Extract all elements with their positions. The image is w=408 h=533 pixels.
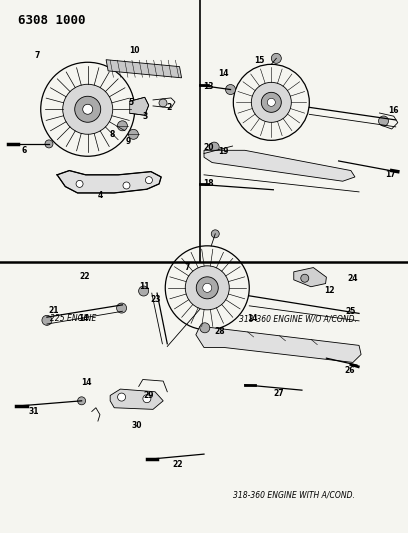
Text: 30: 30 [131,421,142,430]
Circle shape [226,85,235,94]
Text: 20: 20 [204,143,214,151]
Text: 14: 14 [247,314,257,323]
Text: 10: 10 [129,46,140,55]
Polygon shape [57,171,161,193]
Text: 318-360 ENGINE WITH A/COND.: 318-360 ENGINE WITH A/COND. [233,490,355,499]
Text: 21: 21 [49,306,59,314]
Circle shape [196,277,218,299]
Circle shape [185,266,229,310]
Text: 7: 7 [34,52,40,60]
Text: 11: 11 [140,282,150,291]
Circle shape [76,180,83,188]
Text: 18: 18 [204,180,214,188]
Text: 6308 1000: 6308 1000 [18,14,86,27]
Text: 29: 29 [144,391,154,400]
Circle shape [118,393,126,401]
Circle shape [267,98,275,107]
Circle shape [211,230,219,238]
Circle shape [75,96,101,122]
Text: 6: 6 [22,146,27,155]
Text: 23: 23 [151,295,161,304]
Circle shape [63,84,113,134]
Text: 8: 8 [109,130,115,139]
Text: 24: 24 [348,274,358,282]
Text: 2: 2 [167,103,172,112]
Circle shape [145,176,153,184]
Circle shape [129,130,138,139]
Text: 5: 5 [128,98,133,107]
Text: 7: 7 [185,263,191,272]
Text: 22: 22 [80,272,90,280]
Circle shape [261,92,282,112]
Circle shape [45,140,53,148]
Circle shape [200,323,210,333]
Polygon shape [106,60,182,78]
Circle shape [159,99,167,107]
Text: 14: 14 [218,69,229,78]
Circle shape [118,121,127,131]
Circle shape [143,394,151,403]
Circle shape [117,303,126,313]
Text: 25: 25 [345,308,355,316]
Text: 13: 13 [204,82,214,91]
Circle shape [203,284,212,292]
Text: 17: 17 [386,171,396,179]
Circle shape [301,274,309,282]
Circle shape [78,397,86,405]
Circle shape [83,104,93,114]
Circle shape [251,82,291,123]
Text: 225 ENGINE: 225 ENGINE [50,314,97,323]
Circle shape [209,142,219,152]
Text: 318-360 ENGINE W/O A/COND.: 318-360 ENGINE W/O A/COND. [239,314,357,323]
Text: 27: 27 [273,389,284,398]
Polygon shape [130,97,149,115]
Text: 12: 12 [324,286,335,295]
Circle shape [123,182,130,189]
Polygon shape [294,268,326,287]
Text: 3: 3 [142,112,147,120]
Text: 15: 15 [254,56,264,65]
Circle shape [379,116,388,126]
Text: 31: 31 [28,407,39,416]
Text: 26: 26 [345,366,355,375]
Polygon shape [196,326,361,362]
Circle shape [271,53,282,63]
Text: 28: 28 [214,327,225,336]
Text: 14: 14 [81,378,92,387]
Polygon shape [110,389,163,409]
Circle shape [139,286,149,296]
Polygon shape [204,150,355,181]
Text: 19: 19 [218,147,229,156]
Text: 16: 16 [388,107,399,115]
Text: 22: 22 [172,461,183,469]
Circle shape [42,316,52,325]
Text: 14: 14 [78,314,89,323]
Text: 9: 9 [126,137,131,146]
Text: 4: 4 [98,191,102,200]
